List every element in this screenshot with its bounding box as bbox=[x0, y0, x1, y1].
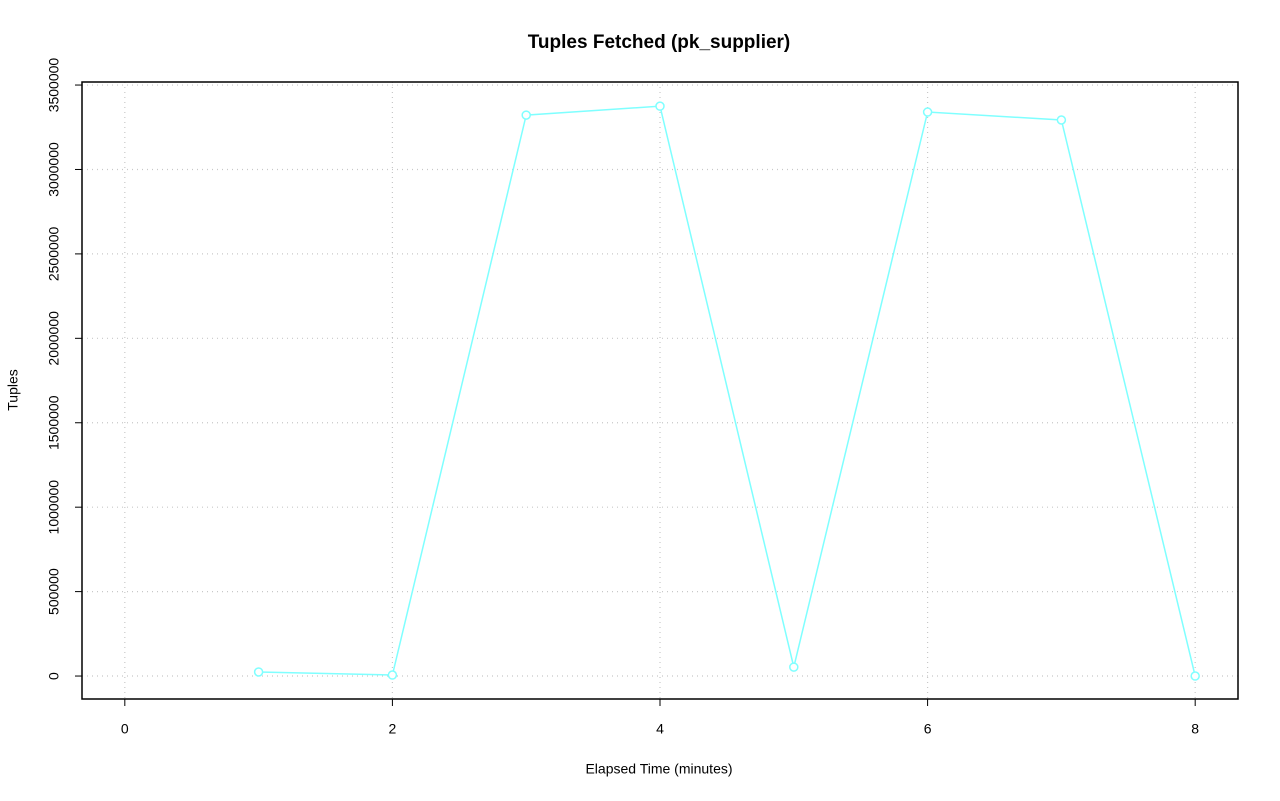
chart-title: Tuples Fetched (pk_supplier) bbox=[528, 32, 791, 53]
y-tick-label: 2000000 bbox=[46, 311, 62, 366]
x-axis-title: Elapsed Time (minutes) bbox=[585, 761, 732, 777]
plot-frame bbox=[81, 81, 1239, 700]
x-tick-label: 2 bbox=[389, 721, 397, 737]
data-point bbox=[1056, 115, 1067, 125]
data-point bbox=[922, 107, 933, 117]
y-tick-label: 500000 bbox=[46, 568, 62, 615]
y-tick-label: 1500000 bbox=[46, 395, 62, 450]
x-tick-label: 8 bbox=[1191, 721, 1199, 737]
data-point bbox=[521, 110, 531, 120]
y-axis-title: Tuples bbox=[5, 369, 21, 411]
data-point bbox=[655, 101, 665, 111]
series-line bbox=[258, 105, 1196, 677]
y-tick-label: 2500000 bbox=[46, 226, 62, 281]
x-tick-label: 6 bbox=[924, 721, 932, 737]
y-tick-label: 0 bbox=[46, 672, 62, 680]
y-tick-label: 3000000 bbox=[46, 142, 62, 197]
data-point bbox=[789, 662, 799, 672]
x-tick-label: 0 bbox=[121, 721, 129, 737]
data-point bbox=[253, 667, 264, 677]
data-point bbox=[1190, 671, 1200, 681]
data-point bbox=[387, 670, 398, 680]
y-tick-label: 3500000 bbox=[46, 58, 62, 113]
y-tick-label: 1000000 bbox=[46, 480, 62, 535]
x-tick-label: 4 bbox=[656, 721, 664, 737]
